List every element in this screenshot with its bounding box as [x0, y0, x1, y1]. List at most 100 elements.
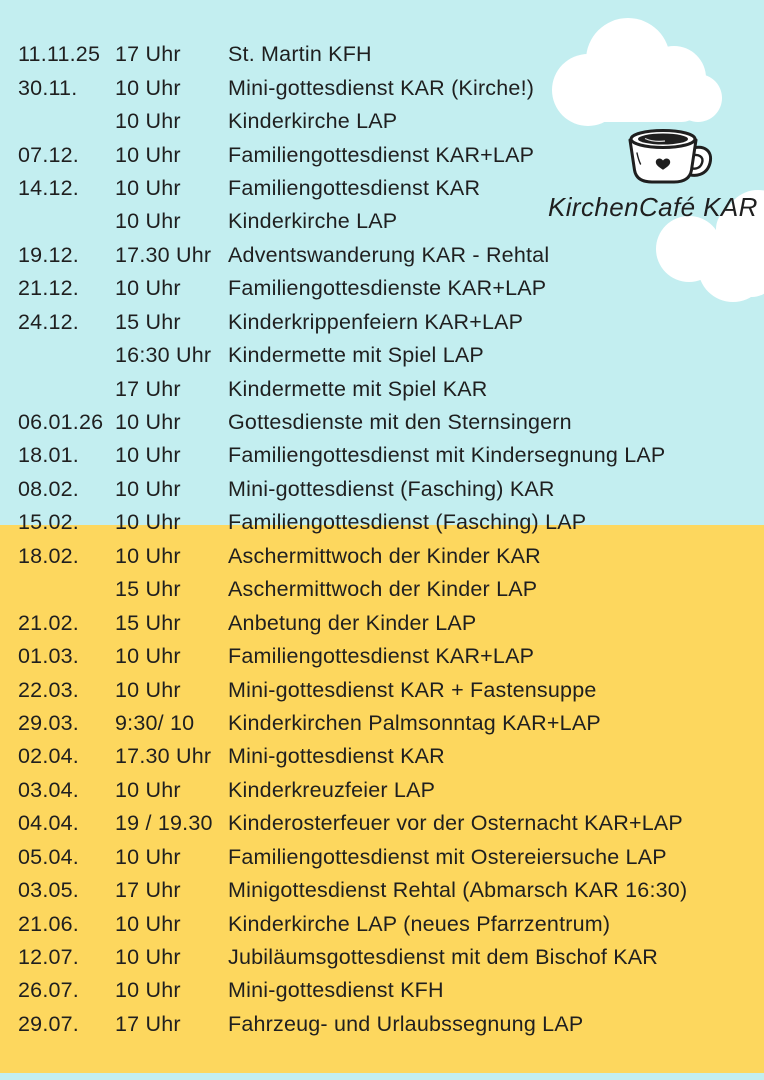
event-time: 10 Uhr — [115, 142, 181, 167]
event-date: 11.11.25 — [18, 42, 101, 67]
event-date: 14.12. — [18, 175, 79, 200]
event-time: 10 Uhr — [115, 510, 181, 535]
schedule-row: 17 Uhr Kindermette mit Spiel KAR — [0, 372, 764, 405]
event-time: 10 Uhr — [115, 978, 181, 1003]
event-title: Mini-gottesdienst KAR + Fastensuppe — [228, 677, 597, 702]
schedule-row: 18.02. 10 Uhr Aschermittwoch der Kinder … — [0, 540, 764, 573]
event-time: 15 Uhr — [115, 309, 181, 334]
event-date: 26.07. — [18, 978, 79, 1003]
event-title: Mini-gottesdienst KFH — [228, 978, 444, 1003]
event-date: 18.02. — [18, 543, 79, 568]
event-date: 21.02. — [18, 610, 79, 635]
schedule-row: 24.12. 15 Uhr Kinderkrippenfeiern KAR+LA… — [0, 306, 764, 339]
schedule-row: 10 Uhr Kinderkirche LAP — [0, 105, 764, 138]
event-title: Minigottesdienst Rehtal (Abmarsch KAR 16… — [228, 878, 688, 903]
event-time: 10 Uhr — [115, 410, 181, 435]
event-date: 12.07. — [18, 945, 79, 970]
event-date: 29.03. — [18, 710, 79, 735]
event-time: 17 Uhr — [115, 1011, 181, 1036]
event-title: Familiengottesdienst KAR+LAP — [228, 644, 535, 669]
schedule-row: 22.03. 10 Uhr Mini-gottesdienst KAR + Fa… — [0, 673, 764, 706]
bottom-sky-strip — [0, 1073, 764, 1080]
schedule-row: 12.07. 10 Uhr Jubiläumsgottesdienst mit … — [0, 941, 764, 974]
schedule-row: 30.11. 10 Uhr Mini-gottesdienst KAR (Kir… — [0, 71, 764, 104]
event-date: 05.04. — [18, 844, 79, 869]
event-title: Kindermette mit Spiel LAP — [228, 343, 484, 368]
event-title: Kinderkreuzfeier LAP — [228, 777, 436, 802]
schedule-row: 03.04. 10 Uhr Kinderkreuzfeier LAP — [0, 774, 764, 807]
event-date: 01.03. — [18, 644, 79, 669]
event-date: 15.02. — [18, 510, 79, 535]
schedule-row: 15.02. 10 Uhr Familiengottesdienst (Fasc… — [0, 506, 764, 539]
event-time: 17.30 Uhr — [115, 744, 212, 769]
event-time: 10 Uhr — [115, 175, 181, 200]
event-title: Kinderkirche LAP — [228, 209, 398, 234]
schedule-row: 08.02. 10 Uhr Mini-gottesdienst (Faschin… — [0, 473, 764, 506]
schedule-row: 04.04. 19 / 19.30 Kinderosterfeuer vor d… — [0, 807, 764, 840]
event-title: Mini-gottesdienst KAR (Kirche!) — [228, 75, 535, 100]
event-title: Familiengottesdienst KAR — [228, 175, 481, 200]
event-title: Kinderosterfeuer vor der Osternacht KAR+… — [228, 811, 683, 836]
event-date: 06.01.26 — [18, 410, 104, 435]
schedule-row: 07.12. 10 Uhr Familiengottesdienst KAR+L… — [0, 138, 764, 171]
event-time: 10 Uhr — [115, 945, 181, 970]
event-time: 10 Uhr — [115, 844, 181, 869]
schedule-row: 26.07. 10 Uhr Mini-gottesdienst KFH — [0, 974, 764, 1007]
event-title: Familiengottesdienst mit Kindersegnung L… — [228, 443, 666, 468]
event-title: Kinderkirchen Palmsonntag KAR+LAP — [228, 710, 601, 735]
schedule-row: 21.02. 15 Uhr Anbetung der Kinder LAP — [0, 606, 764, 639]
schedule-row: 01.03. 10 Uhr Familiengottesdienst KAR+L… — [0, 640, 764, 673]
event-time: 10 Uhr — [115, 677, 181, 702]
event-date: 30.11. — [18, 75, 78, 100]
event-time: 10 Uhr — [115, 75, 181, 100]
event-date: 21.12. — [18, 276, 79, 301]
event-date: 21.06. — [18, 911, 79, 936]
event-title: Kindermette mit Spiel KAR — [228, 376, 488, 401]
event-time: 15 Uhr — [115, 610, 181, 635]
yellow-background — [0, 525, 764, 1073]
event-time: 10 Uhr — [115, 209, 181, 234]
schedule-row: 29.03. 9:30/ 10 Kinderkirchen Palmsonnta… — [0, 707, 764, 740]
schedule-row: 10 Uhr Kinderkirche LAP — [0, 205, 764, 238]
event-title: Familiengottesdienst (Fasching) LAP — [228, 510, 587, 535]
event-time: 19 / 19.30 — [115, 811, 213, 836]
schedule-row: 05.04. 10 Uhr Familiengottesdienst mit O… — [0, 841, 764, 874]
event-time: 17 Uhr — [115, 42, 181, 67]
schedule-row: 21.12. 10 Uhr Familiengottesdienste KAR+… — [0, 272, 764, 305]
schedule-row: 02.04. 17.30 Uhr Mini-gottesdienst KAR — [0, 740, 764, 773]
schedule-row: 21.06. 10 Uhr Kinderkirche LAP (neues Pf… — [0, 907, 764, 940]
event-time: 16:30 Uhr — [115, 343, 212, 368]
schedule-row: 19.12. 17.30 Uhr Adventswanderung KAR - … — [0, 239, 764, 272]
schedule-row: 06.01.26 10 Uhr Gottesdienste mit den St… — [0, 406, 764, 439]
schedule-row: 03.05. 17 Uhr Minigottesdienst Rehtal (A… — [0, 874, 764, 907]
event-date: 03.04. — [18, 777, 79, 802]
event-title: Mini-gottesdienst KAR — [228, 744, 445, 769]
event-title: Jubiläumsgottesdienst mit dem Bischof KA… — [228, 945, 659, 970]
schedule-row: 11.11.25 17 Uhr St. Martin KFH — [0, 38, 764, 71]
event-date: 18.01. — [18, 443, 79, 468]
event-time: 10 Uhr — [115, 644, 181, 669]
event-title: Fahrzeug- und Urlaubssegnung LAP — [228, 1011, 584, 1036]
event-date: 04.04. — [18, 811, 79, 836]
event-time: 17 Uhr — [115, 376, 181, 401]
event-time: 10 Uhr — [115, 476, 181, 501]
event-title: Kinderkrippenfeiern KAR+LAP — [228, 309, 524, 334]
event-time: 10 Uhr — [115, 109, 181, 134]
event-time: 17 Uhr — [115, 878, 181, 903]
event-title: St. Martin KFH — [228, 42, 372, 67]
schedule-row: 29.07. 17 Uhr Fahrzeug- und Urlaubssegnu… — [0, 1008, 764, 1041]
schedule-row: 14.12. 10 Uhr Familiengottesdienst KAR — [0, 172, 764, 205]
event-time: 10 Uhr — [115, 276, 181, 301]
event-date: 19.12. — [18, 242, 79, 267]
event-date: 22.03. — [18, 677, 79, 702]
event-title: Aschermittwoch der Kinder LAP — [228, 577, 538, 602]
schedule-row: 18.01. 10 Uhr Familiengottesdienst mit K… — [0, 439, 764, 472]
event-date: 03.05. — [18, 878, 79, 903]
event-title: Kinderkirche LAP (neues Pfarrzentrum) — [228, 911, 611, 936]
event-title: Kinderkirche LAP — [228, 109, 398, 134]
event-title: Familiengottesdienst mit Ostereiersuche … — [228, 844, 667, 869]
event-time: 9:30/ 10 — [115, 710, 195, 735]
event-title: Mini-gottesdienst (Fasching) KAR — [228, 476, 555, 501]
event-time: 15 Uhr — [115, 577, 181, 602]
